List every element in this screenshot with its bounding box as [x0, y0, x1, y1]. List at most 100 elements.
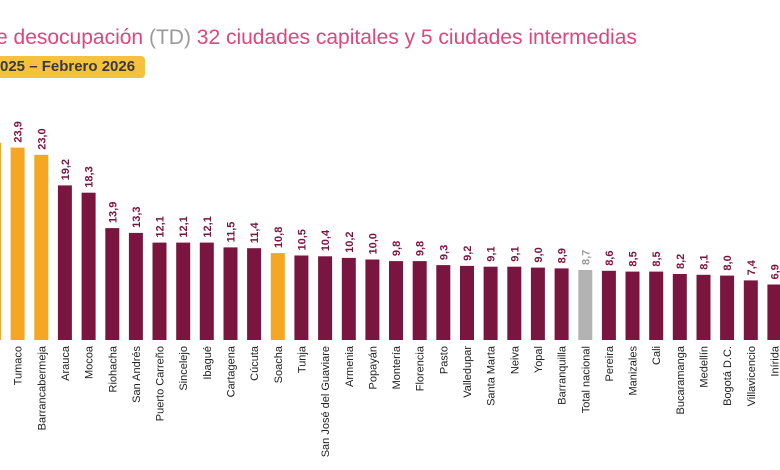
- bar-26: [601, 270, 616, 340]
- bar-10: [223, 247, 238, 340]
- value-label-13: 10,5: [296, 229, 308, 250]
- bar-22: [507, 266, 522, 340]
- bar-1: [10, 147, 25, 340]
- bar-5: [105, 228, 120, 340]
- value-label-20: 9,2: [462, 246, 474, 261]
- bar-8: [176, 242, 191, 340]
- category-label-19: Pasto: [438, 346, 450, 374]
- bar-24: [554, 268, 569, 340]
- bar-28: [649, 271, 664, 340]
- value-label-12: 10,8: [273, 227, 285, 248]
- bar-16: [365, 259, 380, 340]
- category-label-32: Villavicencio: [746, 346, 758, 406]
- value-label-9: 12,1: [202, 216, 214, 237]
- value-label-26: 8,6: [604, 251, 616, 266]
- category-label-17: Montería: [391, 345, 403, 389]
- value-label-15: 10,2: [344, 231, 356, 252]
- value-label-7: 12,1: [155, 216, 167, 237]
- value-label-21: 9,1: [486, 246, 498, 261]
- category-label-9: Ibagué: [202, 346, 214, 380]
- value-label-6: 13,3: [131, 206, 143, 227]
- category-label-26: Pereira: [604, 345, 616, 381]
- bar-18: [412, 261, 427, 340]
- value-label-25: 8,7: [580, 250, 592, 265]
- value-label-2: 23,0: [36, 128, 48, 149]
- value-label-8: 12,1: [178, 216, 190, 237]
- value-label-32: 7,4: [746, 259, 758, 275]
- value-label-22: 9,1: [509, 246, 521, 261]
- value-label-29: 8,2: [675, 254, 687, 269]
- category-label-15: Armenia: [344, 345, 356, 387]
- value-label-24: 8,9: [557, 248, 569, 263]
- value-label-30: 8,1: [699, 255, 711, 270]
- category-label-24: Barranquilla: [557, 345, 569, 405]
- title-td: (TD): [148, 26, 191, 49]
- category-label-5: Riohacha: [107, 345, 119, 392]
- bar-17: [389, 261, 403, 340]
- value-label-33: 6,9: [769, 264, 780, 279]
- bar-29: [672, 274, 687, 340]
- value-label-28: 8,5: [651, 251, 663, 266]
- category-label-14: San José del Guaviare: [320, 346, 332, 457]
- bar-2: [34, 154, 49, 340]
- bar-15: [341, 257, 356, 340]
- bar-3: [57, 185, 72, 340]
- category-label-27: Manizales: [628, 346, 640, 396]
- bar-33: [767, 284, 780, 340]
- value-label-19: 9,3: [438, 245, 450, 260]
- value-label-23: 9,0: [533, 247, 545, 262]
- bar-23: [530, 267, 545, 341]
- bar-25: [578, 270, 593, 340]
- value-label-27: 8,5: [628, 251, 640, 266]
- category-label-31: Bogotá D.C.: [722, 346, 734, 406]
- bar-19: [436, 265, 451, 340]
- bar-32: [743, 280, 758, 340]
- chart-title: e desocupación (TD) 32 ciudades capitale…: [0, 26, 637, 50]
- category-label-2: Barrancabermeja: [36, 345, 48, 430]
- bar-13: [294, 255, 309, 340]
- category-label-7: Puerto Carreño: [155, 346, 167, 421]
- category-label-4: Mocoa: [84, 345, 96, 379]
- category-label-0: Buenaventura: [0, 345, 1, 414]
- category-label-8: Sincelejo: [178, 346, 190, 391]
- value-label-4: 18,3: [84, 166, 96, 187]
- value-label-3: 19,2: [60, 159, 72, 180]
- bar-21: [483, 266, 498, 340]
- category-label-33: Inírida: [769, 345, 780, 376]
- category-label-30: Medellín: [699, 346, 711, 388]
- bar-20: [460, 265, 474, 340]
- value-label-17: 9,8: [391, 241, 403, 256]
- value-label-0: 24,5: [0, 116, 1, 137]
- bar-0: [0, 142, 1, 340]
- bar-7: [152, 242, 167, 340]
- bar-30: [696, 274, 711, 340]
- category-label-29: Bucaramanga: [675, 345, 687, 414]
- category-label-20: Valledupar: [462, 346, 474, 398]
- bar-27: [625, 271, 640, 340]
- category-label-28: Cali: [651, 346, 663, 365]
- value-label-16: 10,0: [367, 233, 379, 254]
- category-label-23: Yopal: [533, 346, 545, 373]
- title-prefix: e desocupación: [0, 26, 149, 49]
- value-label-10: 11,5: [226, 222, 238, 243]
- bar-11: [247, 248, 262, 340]
- category-label-3: Arauca: [60, 345, 72, 381]
- category-label-18: Florencia: [415, 345, 427, 391]
- bar-9: [199, 242, 214, 340]
- value-label-1: 23,9: [13, 121, 25, 142]
- category-label-6: San Andrés: [131, 346, 143, 403]
- category-label-22: Neiva: [509, 345, 521, 374]
- bar-14: [318, 256, 333, 340]
- bar-4: [81, 192, 96, 340]
- value-label-11: 11,4: [249, 222, 261, 244]
- period-badge: 025 – Febrero 2026: [0, 56, 146, 78]
- title-rest: 32 ciudades capitales y 5 ciudades inter…: [190, 26, 637, 49]
- category-label-10: Cartagena: [226, 345, 238, 397]
- bar-31: [720, 275, 735, 340]
- bar-12: [270, 253, 285, 340]
- value-label-31: 8,0: [722, 255, 734, 270]
- value-label-5: 13,9: [107, 202, 119, 223]
- category-label-25: Total nacional: [580, 346, 592, 413]
- bar-6: [128, 232, 143, 340]
